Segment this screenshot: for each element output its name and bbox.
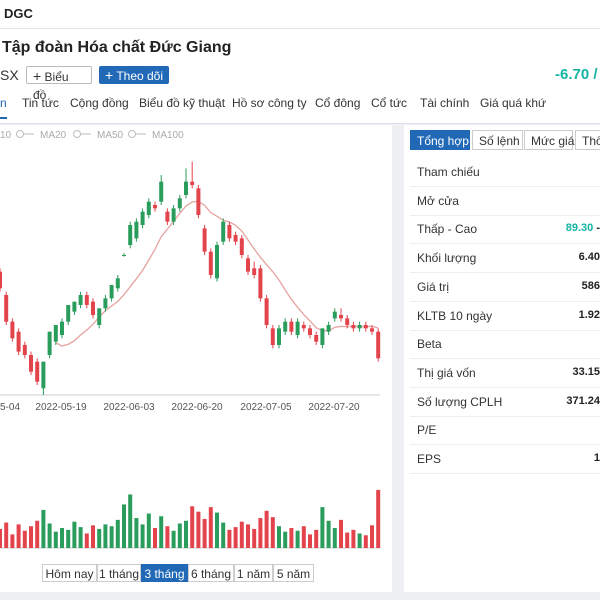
row-label: KLTB 10 ngày bbox=[417, 308, 493, 323]
summary-tab[interactable]: Tổng hợp bbox=[410, 130, 470, 150]
follow-button-label: Theo dõi bbox=[116, 69, 164, 83]
value-suffix: - bbox=[596, 222, 600, 235]
tab[interactable]: Cộng đồng bbox=[70, 96, 129, 110]
row-divider bbox=[410, 386, 600, 388]
row-label: Mở cửa bbox=[417, 193, 459, 208]
summary-tab[interactable]: Thố bbox=[575, 130, 600, 150]
value-text: 586 bbox=[581, 279, 600, 292]
range-button[interactable]: 3 tháng bbox=[141, 564, 188, 582]
row-value: 89.30 - bbox=[566, 222, 600, 234]
row-value: 6.40 bbox=[579, 251, 600, 263]
price-change: -6.70 / - bbox=[555, 66, 600, 83]
tab[interactable]: Tin tức bbox=[22, 96, 59, 110]
row-label: EPS bbox=[417, 452, 442, 466]
tab[interactable]: Hồ sơ công ty bbox=[232, 96, 307, 110]
row-divider bbox=[410, 415, 600, 417]
range-button[interactable]: 1 năm bbox=[234, 564, 273, 582]
value-text: 6.40 bbox=[578, 251, 600, 264]
row-value: 371.24 bbox=[566, 395, 600, 407]
tab[interactable]: Cổ đông bbox=[315, 96, 361, 110]
row-divider bbox=[410, 444, 600, 446]
row-divider bbox=[410, 358, 600, 360]
top-bar: DGC bbox=[0, 0, 600, 29]
value-text: 33.15 bbox=[572, 365, 600, 378]
row-label: Thị giá vốn bbox=[417, 365, 476, 380]
row-divider bbox=[410, 473, 600, 474]
range-button[interactable]: Hôm nay bbox=[42, 564, 97, 582]
row-divider bbox=[410, 186, 600, 187]
value-text: 1.92 bbox=[578, 308, 600, 321]
tab[interactable]: Cổ tức bbox=[371, 96, 408, 110]
range-button[interactable]: 6 tháng bbox=[188, 564, 234, 582]
symbol: DGC bbox=[4, 6, 33, 21]
exchange: SX bbox=[0, 67, 19, 83]
row-divider bbox=[410, 243, 600, 245]
row-value: 1 bbox=[594, 452, 600, 464]
row-divider bbox=[410, 214, 600, 216]
row-value: 33.15 bbox=[572, 366, 600, 378]
value-text: 371.24 bbox=[566, 394, 600, 407]
row-value: 586 bbox=[582, 280, 600, 292]
chart-button-label: Biểu đồ bbox=[33, 70, 69, 102]
range-button[interactable]: 1 tháng bbox=[97, 564, 141, 582]
tab[interactable]: Biểu đồ kỹ thuật bbox=[139, 96, 226, 110]
row-label: P/E bbox=[417, 423, 437, 438]
tab[interactable]: n bbox=[0, 96, 7, 119]
row-label: Beta bbox=[417, 337, 442, 352]
summary-tab[interactable]: Mức giá bbox=[524, 130, 574, 150]
chart-button[interactable]: + Biểu đồ bbox=[26, 66, 92, 102]
value-text: 1 bbox=[593, 452, 600, 464]
row-divider bbox=[410, 272, 600, 274]
row-label: Khối lượng bbox=[417, 251, 477, 266]
row-divider bbox=[410, 300, 600, 302]
row-value: 1.92 bbox=[579, 309, 600, 321]
range-button[interactable]: 5 năm bbox=[273, 564, 314, 582]
value-text: 89.30 bbox=[565, 222, 594, 235]
tab[interactable]: Tài chính bbox=[420, 96, 470, 110]
chart-panel bbox=[0, 125, 392, 592]
tab[interactable]: Giá quá khứ bbox=[480, 96, 547, 110]
row-label: Giá trị bbox=[417, 279, 450, 294]
row-label: Số lượng CPLH bbox=[417, 394, 503, 409]
follow-button[interactable]: + Theo dõi bbox=[99, 66, 169, 84]
company-name: Tập đoàn Hóa chất Đức Giang bbox=[2, 39, 232, 56]
row-divider bbox=[410, 329, 600, 331]
summary-tab[interactable]: Số lệnh bbox=[472, 130, 523, 150]
row-label: Tham chiếu bbox=[417, 165, 480, 179]
row-label: Thấp - Cao bbox=[417, 222, 478, 237]
